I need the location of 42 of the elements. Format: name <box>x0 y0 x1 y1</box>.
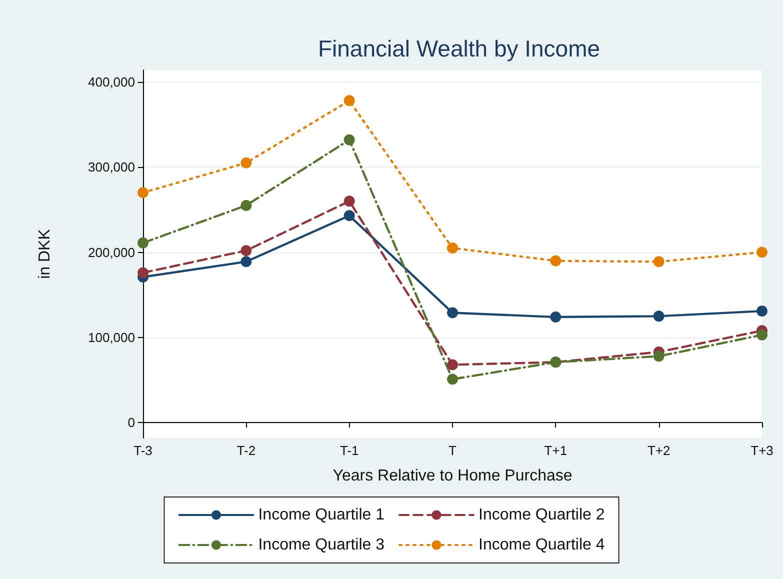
y-tick-label: 0 <box>128 415 135 430</box>
point <box>756 329 768 340</box>
point <box>447 374 458 385</box>
x-tick-label: T-3 <box>134 443 152 458</box>
x-tick-label: T+1 <box>544 443 568 458</box>
x-tick-label: T+2 <box>647 443 670 458</box>
point <box>756 306 768 317</box>
point <box>344 210 355 222</box>
chart-title: Financial Wealth by Income <box>318 36 600 62</box>
x-tick-label: T <box>448 443 457 458</box>
point <box>447 359 458 370</box>
legend-label: Income Quartile 2 <box>478 506 605 524</box>
x-tick-label: T-2 <box>236 443 256 458</box>
point <box>344 95 355 106</box>
y-tick-label: 200,000 <box>88 244 135 260</box>
point <box>344 196 355 207</box>
point <box>756 246 768 258</box>
x-axis-title: Years Relative to Home Purchase <box>332 468 572 484</box>
x-tick-label: T-1 <box>340 443 359 458</box>
point <box>240 256 252 268</box>
point <box>138 267 148 278</box>
y-axis-title: in DKK <box>36 228 54 279</box>
point <box>550 312 562 323</box>
point <box>344 134 355 146</box>
point <box>240 245 252 256</box>
x-tick-label: T+3 <box>750 443 774 458</box>
y-tick-label: 400,000 <box>88 74 135 90</box>
point <box>138 187 148 198</box>
point <box>653 256 664 268</box>
y-tick-label: 100,000 <box>88 330 135 345</box>
point <box>653 350 664 362</box>
point <box>447 242 458 254</box>
y-tick-label: 300,000 <box>88 160 135 175</box>
point <box>138 237 148 248</box>
point <box>653 310 664 322</box>
legend-label: Income Quartile 4 <box>478 536 605 554</box>
legend-label: Income Quartile 3 <box>258 536 385 554</box>
point <box>550 255 562 266</box>
legend-label: Income Quartile 1 <box>258 506 385 524</box>
point <box>240 200 252 211</box>
point <box>447 307 458 318</box>
point <box>240 157 252 168</box>
